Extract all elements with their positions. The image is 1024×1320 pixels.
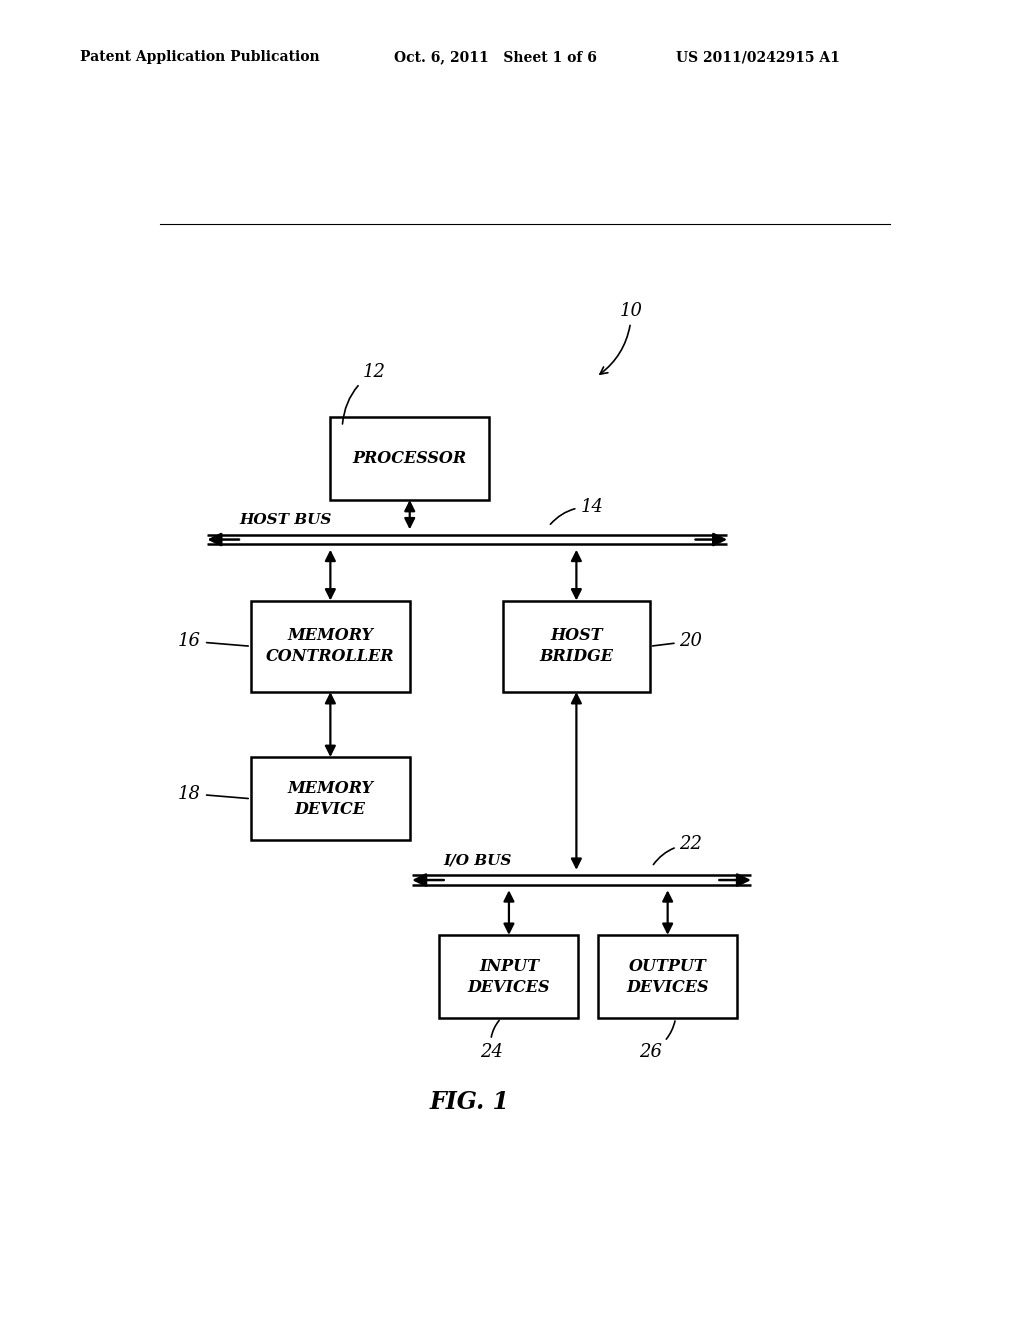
Text: MEMORY
DEVICE: MEMORY DEVICE bbox=[288, 780, 374, 817]
Bar bbox=[439, 935, 579, 1018]
Text: Patent Application Publication: Patent Application Publication bbox=[80, 50, 319, 65]
Text: I/O BUS: I/O BUS bbox=[443, 854, 512, 867]
Text: MEMORY
CONTROLLER: MEMORY CONTROLLER bbox=[266, 627, 394, 665]
Bar bbox=[331, 417, 489, 500]
Text: US 2011/0242915 A1: US 2011/0242915 A1 bbox=[676, 50, 840, 65]
Text: 14: 14 bbox=[551, 498, 603, 524]
Bar bbox=[598, 935, 737, 1018]
Text: INPUT
DEVICES: INPUT DEVICES bbox=[468, 957, 550, 995]
Bar bbox=[251, 758, 410, 841]
Text: HOST
BRIDGE: HOST BRIDGE bbox=[540, 627, 613, 665]
Text: 16: 16 bbox=[178, 632, 248, 651]
Text: 24: 24 bbox=[480, 1020, 503, 1061]
Bar bbox=[503, 601, 650, 692]
Text: Oct. 6, 2011   Sheet 1 of 6: Oct. 6, 2011 Sheet 1 of 6 bbox=[394, 50, 597, 65]
Bar bbox=[251, 601, 410, 692]
Text: HOST BUS: HOST BUS bbox=[240, 513, 332, 528]
Text: 18: 18 bbox=[178, 784, 248, 803]
Text: OUTPUT
DEVICES: OUTPUT DEVICES bbox=[627, 957, 709, 995]
Text: FIG. 1: FIG. 1 bbox=[429, 1089, 509, 1114]
Text: 20: 20 bbox=[652, 632, 702, 651]
Text: PROCESSOR: PROCESSOR bbox=[352, 450, 467, 467]
Text: 26: 26 bbox=[639, 1020, 675, 1061]
Text: 22: 22 bbox=[653, 836, 702, 865]
Text: 12: 12 bbox=[342, 363, 385, 424]
Text: 10: 10 bbox=[600, 302, 643, 374]
